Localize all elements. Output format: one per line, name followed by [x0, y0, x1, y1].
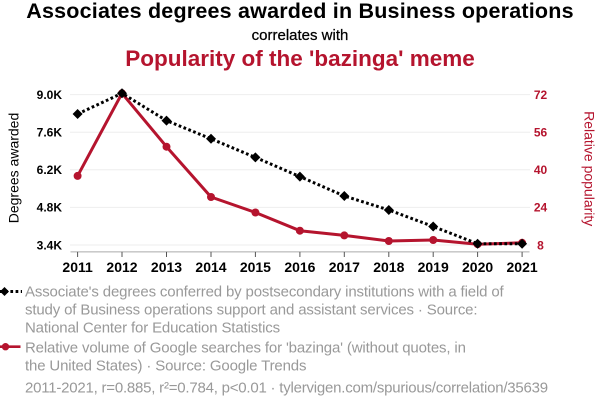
svg-text:40: 40 [534, 163, 548, 177]
svg-text:Popularity of the 'bazinga' me: Popularity of the 'bazinga' meme [125, 46, 475, 71]
svg-text:Degrees awarded: Degrees awarded [6, 113, 22, 224]
svg-text:72: 72 [534, 88, 548, 102]
svg-text:2015: 2015 [240, 259, 271, 275]
svg-text:9.0K: 9.0K [37, 88, 63, 102]
svg-text:56: 56 [534, 126, 548, 140]
svg-text:4.8K: 4.8K [37, 201, 63, 215]
svg-text:24: 24 [534, 201, 548, 215]
svg-text:2011-2021, r=0.885, r²=0.784,: 2011-2021, r=0.885, r²=0.784, p<0.01 · t… [25, 379, 548, 396]
svg-text:7.6K: 7.6K [37, 126, 63, 140]
svg-text:Relative volume of Google sear: Relative volume of Google searches for '… [25, 339, 466, 356]
svg-text:3.4K: 3.4K [37, 238, 63, 252]
svg-text:6.2K: 6.2K [37, 163, 63, 177]
svg-text:2016: 2016 [284, 259, 315, 275]
svg-text:Associates degrees awarded in: Associates degrees awarded in Business o… [26, 0, 574, 23]
svg-text:Associate's degrees conferred: Associate's degrees conferred by postsec… [25, 284, 505, 301]
svg-text:2011: 2011 [62, 259, 93, 275]
svg-text:2012: 2012 [106, 259, 137, 275]
svg-text:correlates with: correlates with [252, 27, 349, 44]
svg-text:2013: 2013 [151, 259, 182, 275]
svg-text:8: 8 [537, 238, 544, 252]
svg-text:2020: 2020 [462, 259, 493, 275]
svg-text:2018: 2018 [373, 259, 404, 275]
svg-text:2021: 2021 [507, 259, 538, 275]
svg-text:2019: 2019 [418, 259, 449, 275]
svg-text:study of Business operations s: study of Business operations support and… [25, 302, 477, 319]
svg-text:the United States) · Source: G: the United States) · Source: Google Tren… [25, 357, 306, 374]
svg-text:2017: 2017 [329, 259, 360, 275]
svg-text:National Center for Education: National Center for Education Statistics [25, 320, 280, 337]
svg-text:2014: 2014 [195, 259, 226, 275]
svg-text:Relative popularity: Relative popularity [582, 111, 598, 226]
